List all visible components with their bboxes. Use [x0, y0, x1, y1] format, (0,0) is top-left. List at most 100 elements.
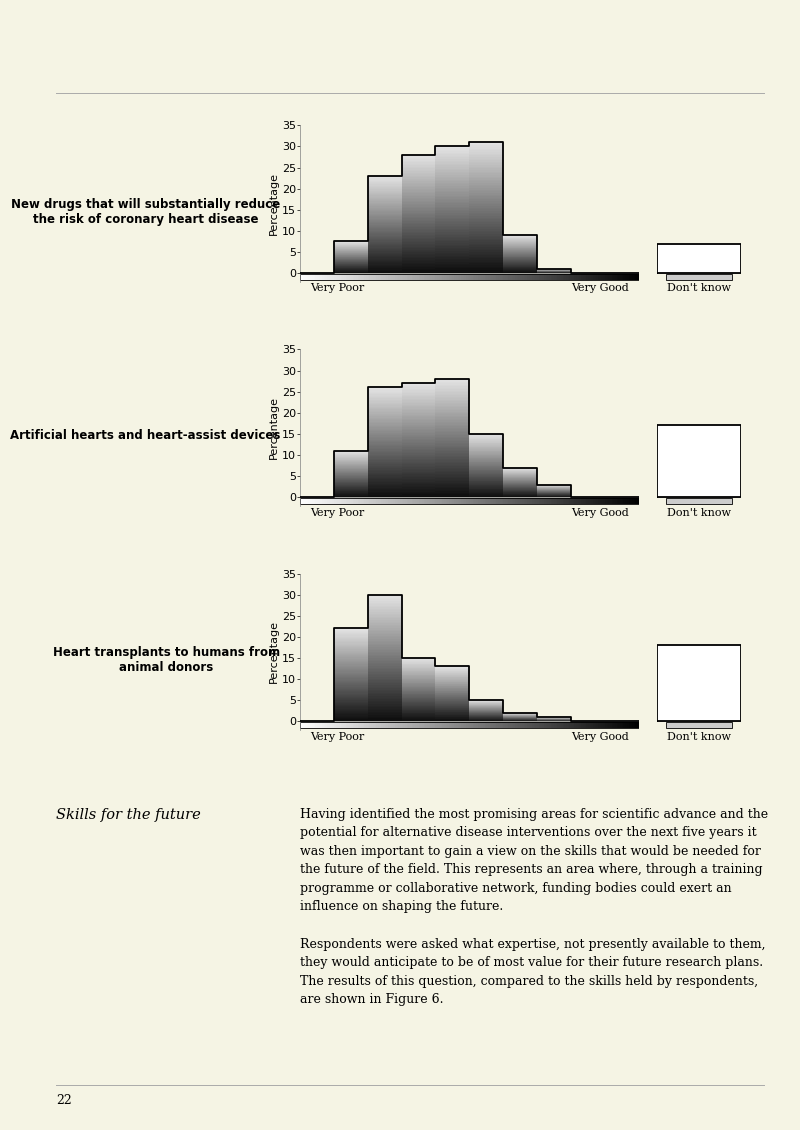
Bar: [470, 211, 503, 212]
Bar: [368, 602, 402, 605]
Bar: [334, 710, 368, 711]
Bar: [464, 273, 466, 280]
Bar: [544, 273, 546, 280]
Bar: [342, 497, 344, 504]
Bar: [498, 273, 500, 280]
Bar: [435, 402, 470, 405]
Bar: [368, 235, 402, 236]
Bar: [334, 722, 335, 729]
Bar: [376, 497, 378, 504]
Bar: [334, 680, 368, 681]
Bar: [368, 668, 402, 669]
Bar: [368, 218, 402, 219]
Bar: [435, 267, 470, 269]
Bar: [402, 405, 435, 406]
Bar: [470, 273, 471, 280]
Bar: [537, 273, 538, 280]
Bar: [620, 273, 622, 280]
Bar: [537, 497, 538, 504]
Bar: [334, 678, 368, 679]
Bar: [402, 168, 435, 170]
Bar: [300, 497, 302, 504]
Bar: [432, 722, 434, 729]
Bar: [402, 473, 435, 475]
Bar: [474, 722, 476, 729]
Bar: [334, 664, 368, 666]
Bar: [402, 468, 435, 469]
Bar: [309, 722, 310, 729]
Bar: [368, 623, 402, 625]
Bar: [368, 693, 402, 695]
Bar: [630, 497, 632, 504]
Bar: [402, 174, 435, 175]
Bar: [368, 681, 402, 684]
Bar: [368, 650, 402, 652]
Bar: [435, 436, 470, 438]
Bar: [468, 722, 470, 729]
Bar: [435, 415, 470, 416]
Bar: [368, 470, 402, 471]
Bar: [368, 442, 402, 444]
Bar: [403, 497, 405, 504]
Bar: [368, 197, 402, 198]
Bar: [402, 194, 435, 197]
Bar: [334, 662, 368, 663]
Bar: [368, 685, 402, 687]
Bar: [435, 438, 470, 440]
Bar: [368, 644, 402, 645]
Bar: [368, 396, 402, 397]
Bar: [402, 226, 435, 227]
Bar: [398, 273, 400, 280]
Bar: [588, 273, 590, 280]
Bar: [402, 242, 435, 244]
Bar: [393, 273, 395, 280]
Bar: [368, 489, 402, 490]
Bar: [310, 497, 312, 504]
Bar: [397, 722, 398, 729]
Bar: [368, 457, 402, 458]
Bar: [435, 401, 470, 402]
Bar: [552, 722, 554, 729]
Bar: [523, 722, 526, 729]
Bar: [435, 226, 470, 227]
Bar: [473, 722, 474, 729]
Bar: [470, 242, 503, 244]
Bar: [579, 273, 581, 280]
Bar: [488, 273, 490, 280]
Bar: [382, 722, 383, 729]
Bar: [402, 486, 435, 487]
Bar: [546, 497, 547, 504]
Bar: [368, 271, 402, 272]
Bar: [402, 261, 435, 263]
Bar: [435, 216, 470, 218]
Bar: [594, 273, 596, 280]
Bar: [402, 384, 435, 386]
Bar: [618, 497, 620, 504]
Bar: [435, 234, 470, 235]
Bar: [402, 241, 435, 242]
Bar: [470, 185, 503, 186]
Bar: [368, 478, 402, 479]
Bar: [464, 722, 466, 729]
Bar: [625, 722, 627, 729]
Bar: [494, 722, 497, 729]
Bar: [538, 497, 541, 504]
Bar: [395, 497, 397, 504]
Bar: [470, 164, 503, 165]
Bar: [382, 273, 383, 280]
Bar: [435, 205, 470, 207]
Bar: [439, 273, 441, 280]
Bar: [550, 722, 552, 729]
Bar: [368, 653, 402, 655]
Bar: [435, 191, 470, 192]
Bar: [420, 497, 422, 504]
Bar: [368, 180, 402, 181]
Bar: [470, 162, 503, 164]
Bar: [486, 497, 488, 504]
Bar: [517, 722, 518, 729]
Bar: [358, 722, 359, 729]
Bar: [470, 223, 503, 224]
Bar: [435, 218, 470, 219]
Bar: [338, 722, 339, 729]
Bar: [344, 497, 346, 504]
